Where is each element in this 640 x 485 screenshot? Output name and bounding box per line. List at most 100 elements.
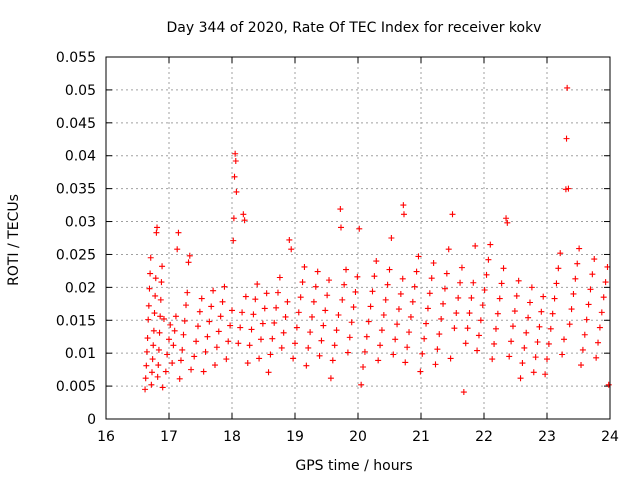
data-point [538,308,545,315]
data-point [555,265,562,272]
data-point [386,266,393,273]
data-point [477,317,484,324]
data-point [348,319,355,326]
data-point [561,336,568,343]
data-point [242,293,249,300]
data-point [337,224,344,231]
data-point [504,219,511,226]
data-point [443,270,450,277]
data-point [455,294,462,301]
data-point [341,281,348,288]
data-point [441,285,448,292]
data-point [204,333,211,340]
plot-frame [105,56,611,420]
data-point [293,324,300,331]
data-point [280,329,287,336]
data-point [545,340,552,347]
data-point [193,338,200,345]
data-point [230,237,237,244]
data-point [303,362,310,369]
data-point [421,335,428,342]
data-point [568,306,575,313]
data-point [598,309,605,316]
data-point [172,313,179,320]
data-point [241,217,248,224]
data-point [508,338,515,345]
data-point [147,270,154,277]
data-point [509,323,516,330]
data-point [188,366,195,373]
data-point [143,348,150,355]
data-point [231,173,238,180]
data-point [458,264,465,271]
data-point [589,271,596,278]
data-point [404,344,411,351]
data-point [434,346,441,353]
data-point [498,280,505,287]
data-point [593,354,600,361]
x-tick-label: 20 [349,429,367,445]
data-point [528,284,535,291]
data-point [164,351,171,358]
data-point [413,268,420,275]
data-point [475,332,482,339]
data-point [380,312,387,319]
data-point [506,353,513,360]
y-tick-label: 0.025 [56,247,96,263]
data-point [219,298,226,305]
data-point [382,296,389,303]
data-point [511,308,518,315]
data-point [339,296,346,303]
data-point [534,338,541,345]
data-point [551,295,558,302]
data-point [430,260,437,267]
data-point [500,265,507,272]
data-point [221,283,228,290]
data-point [457,279,464,286]
y-tick-label: 0.04 [65,149,96,165]
data-point [327,375,334,382]
data-point [525,314,532,321]
data-point [409,298,416,305]
data-point [146,285,153,292]
data-point [202,348,209,355]
data-point [526,299,533,306]
y-tick-label: 0.055 [56,50,96,66]
data-point [583,316,590,323]
data-point [532,354,539,361]
data-point [184,289,191,296]
data-point [377,342,384,349]
data-point [449,211,456,218]
data-point [388,235,395,241]
data-point [392,336,399,343]
data-point [394,321,401,328]
data-point [485,256,492,263]
data-point [462,340,469,347]
data-point [428,275,435,282]
data-point [373,258,380,265]
data-point [223,356,230,363]
data-point [259,320,266,327]
data-point [557,250,564,257]
data-point [585,301,592,308]
data-point [256,355,263,362]
data-point [295,309,302,316]
data-point [155,362,162,369]
data-point [154,373,161,380]
data-point [464,325,471,332]
y-tick-label: 0.015 [56,313,96,329]
chart-title: Day 344 of 2020, Rate Of TEC Index for r… [167,20,542,36]
data-point [232,157,239,164]
y-tick-label: 0.035 [56,182,96,198]
data-point [301,263,308,270]
data-point [411,283,418,290]
y-tick-label: 0.03 [65,215,96,231]
data-point [451,325,458,332]
data-point [230,215,237,222]
data-point [521,344,528,351]
data-point [329,357,336,364]
data-point [162,368,169,375]
data-point [604,263,611,270]
data-point [565,185,572,192]
data-point [314,268,321,275]
